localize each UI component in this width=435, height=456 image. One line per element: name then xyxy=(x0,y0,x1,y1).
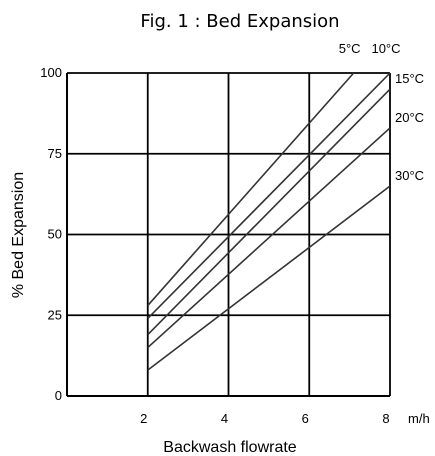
series-label-3: 20°C xyxy=(395,110,424,125)
y-tick-label-25: 25 xyxy=(48,307,62,322)
x-axis-unit: m/h xyxy=(408,411,430,426)
x-tick-label-4: 4 xyxy=(221,411,228,426)
x-tick-label-6: 6 xyxy=(302,411,309,426)
y-tick-label-50: 50 xyxy=(48,227,62,242)
series-label-0: 5°C xyxy=(339,41,361,56)
x-tick-label-2: 2 xyxy=(140,411,147,426)
series-line-4 xyxy=(148,186,390,370)
x-tick-label-8: 8 xyxy=(382,411,389,426)
series-lines: 5°C 10°C 15°C 20°C 30°C xyxy=(148,41,424,370)
y-axis-title: % Bed Expansion xyxy=(10,172,27,298)
tick-labels: 0 25 50 75 100 2 4 6 8 xyxy=(40,65,389,426)
y-tick-label-75: 75 xyxy=(48,146,62,161)
x-axis-title: Backwash flowrate xyxy=(163,439,296,456)
series-line-2 xyxy=(148,89,390,334)
series-label-2: 15°C xyxy=(395,71,424,86)
y-tick-label-100: 100 xyxy=(40,65,62,80)
y-tick-label-0: 0 xyxy=(55,388,62,403)
chart-title: Fig. 1 : Bed Expansion xyxy=(140,11,339,32)
series-label-4: 30°C xyxy=(395,168,424,183)
series-label-1: 10°C xyxy=(371,41,400,56)
series-line-1 xyxy=(148,73,390,318)
